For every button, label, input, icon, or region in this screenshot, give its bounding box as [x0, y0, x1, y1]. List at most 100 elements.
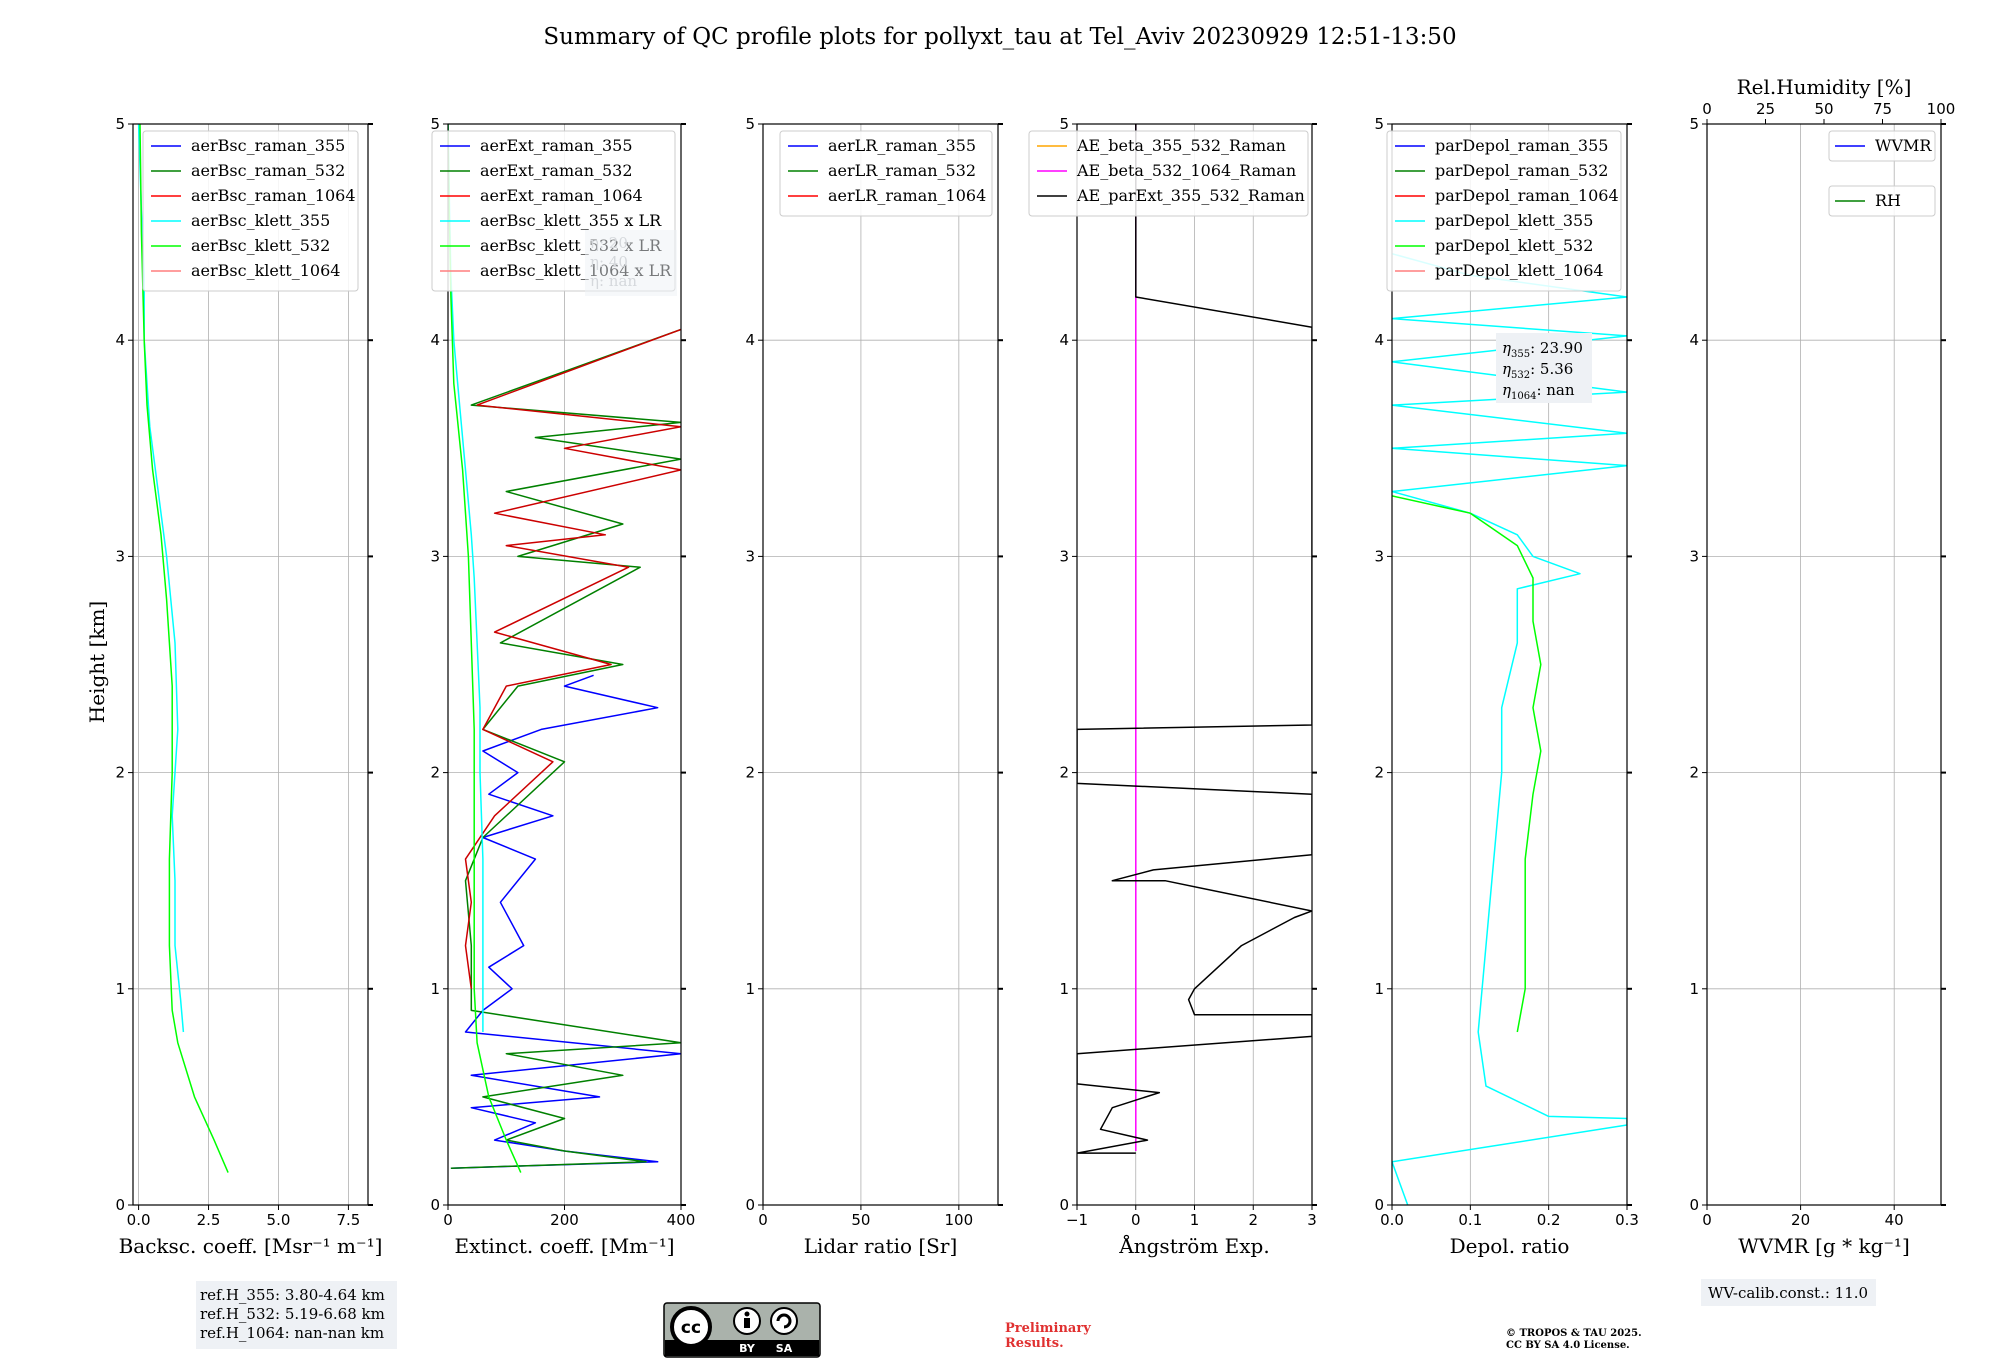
series-aerBsc_klett_355 x LR: [448, 124, 484, 1032]
legend-label: aerBsc_raman_355: [191, 136, 345, 155]
y-tick-label: 0: [430, 1196, 440, 1214]
axes-frame: [1706, 123, 1942, 1206]
cc-logo-bar: [665, 1340, 819, 1356]
copyright-line-2: CC BY SA 4.0 License.: [1506, 1340, 1630, 1351]
ext-eta-box: η: 20η: 40η: nan: [585, 230, 677, 296]
x-tick-label: 20: [1791, 1211, 1810, 1229]
legend-label: aerLR_raman_1064: [828, 186, 986, 205]
y-tick-label: 1: [1689, 980, 1699, 998]
legend-label: aerBsc_klett_355: [191, 211, 330, 230]
x-tick-label: 0: [443, 1211, 453, 1229]
y-tick-label: 4: [1689, 331, 1699, 349]
by-icon-body: [744, 1318, 750, 1328]
x-axis-label-bsc: Backsc. coeff. [Msr⁻¹ m⁻¹]: [119, 1234, 383, 1258]
series-AE_parExt_355_532_Raman: [1077, 124, 1312, 1154]
y-tick-label: 2: [1059, 764, 1069, 782]
ref-h-532: ref.H_532: 5.19-6.68 km: [200, 1305, 385, 1323]
y-tick-label: 5: [1059, 115, 1069, 133]
series-aerBsc_klett_355: [137, 124, 185, 1033]
panels: 0.0 2.5 5.0 7.5 0 1 2 3 4 5 Backsc. coeff. [Msr⁻¹ …: [115, 75, 1955, 1258]
panel-bsc: 0.0 2.5 5.0 7.5 0 1 2 3 4 5 Backsc. coeff. [Msr⁻¹ …: [115, 115, 382, 1258]
legend-label: parDepol_klett_532: [1435, 236, 1593, 255]
y-tick-label: 0: [115, 1196, 125, 1214]
legend-label: aerBsc_klett_1064: [191, 261, 340, 280]
panel-wv: 0 20 40 0 1 2 3 4 5 WVMR [g * kg⁻¹] 0 25 50 75 100 Rel.…: [1689, 75, 1955, 1258]
x-tick-label: 0.3: [1615, 1211, 1639, 1229]
legend-label: aerExt_raman_355: [480, 136, 633, 155]
x-tick-label: 0.0: [127, 1211, 151, 1229]
series-aerExt_raman_1064: [464, 328, 681, 989]
y-tick-label: 5: [745, 115, 755, 133]
x-axis-label-wv: WVMR [g * kg⁻¹]: [1738, 1234, 1910, 1258]
ext-eta-line: η: nan: [590, 272, 637, 290]
legend-label: aerBsc_klett_355 x LR: [480, 211, 662, 230]
legend-ae: AE_beta_355_532_Raman AE_beta_532_1064_Ra…: [1028, 130, 1309, 217]
ext-eta-line: η: 40: [590, 253, 628, 271]
eta-line: η532: 5.36: [1502, 360, 1573, 381]
x-tick-label: −1: [1066, 1211, 1088, 1229]
legend-label: RH: [1875, 191, 1901, 210]
y-tick-label: 4: [1374, 331, 1384, 349]
y-tick-label: 1: [1374, 980, 1384, 998]
x-tick-label: 200: [550, 1211, 579, 1229]
x-tick-label: 3: [1307, 1211, 1317, 1229]
series-parDepol_klett_532: [1392, 495, 1542, 1033]
x-axis-label-ext: Extinct. coeff. [Mm⁻¹]: [454, 1234, 674, 1258]
series-aerExt_raman_355: [450, 674, 681, 1169]
x-axis-label-lr: Lidar ratio [Sr]: [804, 1234, 958, 1258]
axes-frame: [1391, 123, 1628, 1206]
ref-box-bg: [196, 1281, 397, 1349]
sa-icon: [770, 1307, 798, 1335]
legend-box: [779, 130, 993, 217]
legend-label: aerBsc_raman_1064: [191, 186, 356, 205]
legend-label: WVMR: [1875, 136, 1932, 155]
x-tick-label: 0: [758, 1211, 768, 1229]
y-tick-label: 2: [745, 764, 755, 782]
y-tick-label: 2: [430, 764, 440, 782]
y-tick-label: 5: [1374, 115, 1384, 133]
legend-label: aerLR_raman_532: [828, 161, 976, 180]
x-tick-label: 0.2: [1537, 1211, 1561, 1229]
series-aerBsc_klett_532 x LR: [448, 124, 522, 1173]
x-tick-label: 0: [1702, 1211, 1712, 1229]
x2-tick-label: 25: [1756, 100, 1775, 118]
y-tick-label: 5: [430, 115, 440, 133]
y-tick-label: 0: [745, 1196, 755, 1214]
x-tick-label: 2: [1248, 1211, 1258, 1229]
series-group: [137, 124, 229, 1173]
by-icon-head: [744, 1311, 750, 1317]
x-tick-label: 7.5: [336, 1211, 360, 1229]
legend-box: [142, 130, 359, 292]
wv-calib-text: WV-calib.const.: 11.0: [1708, 1284, 1868, 1302]
figure-title: Summary of QC profile plots for pollyxt_…: [543, 24, 1456, 50]
legend-label: parDepol_klett_1064: [1435, 261, 1604, 280]
cc-logo-sa: SA: [776, 1342, 793, 1355]
legend-label: parDepol_raman_355: [1435, 136, 1608, 155]
y-tick-label: 1: [430, 980, 440, 998]
legend-label: aerExt_raman_1064: [480, 186, 643, 205]
legend-box: [1828, 130, 1936, 162]
legend-bsc: aerBsc_raman_355 aerBsc_raman_532 aerBsc_r…: [142, 130, 359, 292]
y-tick-label: 2: [1374, 764, 1384, 782]
legend-label: aerBsc_raman_532: [191, 161, 345, 180]
y-tick-label: 4: [115, 331, 125, 349]
x-tick-label: 40: [1885, 1211, 1904, 1229]
x2-tick-label: 50: [1814, 100, 1833, 118]
eta-box-bg: [1496, 333, 1592, 403]
legend-box: [1828, 185, 1936, 217]
legend-label: AE_beta_355_532_Raman: [1076, 136, 1286, 155]
legend-lr: aerLR_raman_355 aerLR_raman_532 aerLR_rama…: [779, 130, 993, 217]
y-tick-label: 1: [1059, 980, 1069, 998]
y-tick-label: 4: [1059, 331, 1069, 349]
x-tick-label: 0: [1131, 1211, 1141, 1229]
legend-wv: WVMR RH: [1828, 130, 1936, 217]
ref-height-box: ref.H_355: 3.80-4.64 km ref.H_532: 5.19-…: [196, 1281, 397, 1349]
x-tick-label: 50: [851, 1211, 870, 1229]
y-tick-label: 3: [1374, 547, 1384, 565]
y-tick-label: 2: [115, 764, 125, 782]
axes-frame: [762, 123, 999, 1206]
legend-box: [1386, 130, 1622, 292]
